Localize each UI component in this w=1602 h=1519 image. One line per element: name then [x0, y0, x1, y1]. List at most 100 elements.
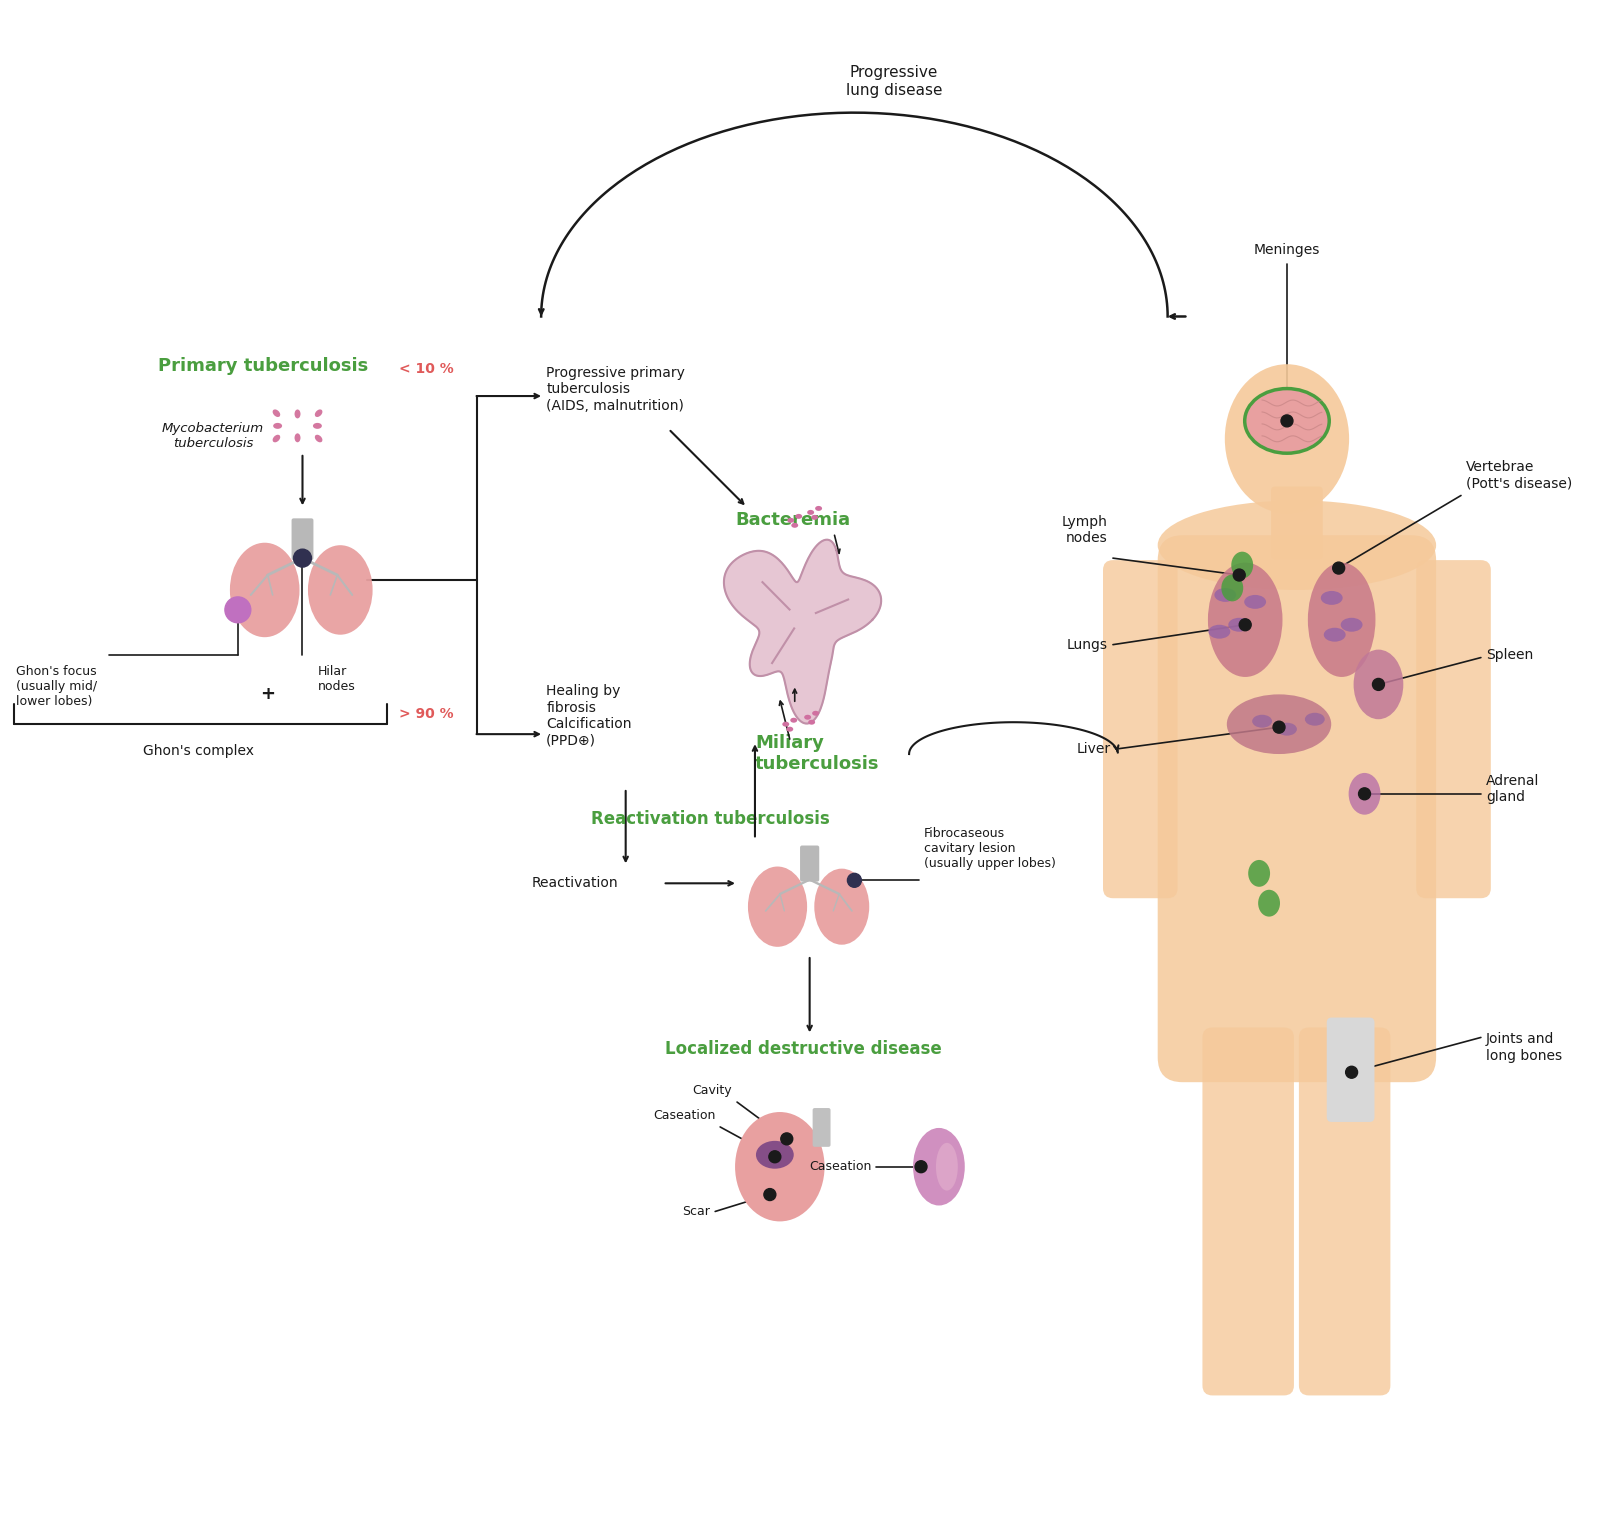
Circle shape: [764, 1188, 775, 1200]
FancyBboxPatch shape: [1326, 1018, 1375, 1123]
Text: Lungs: Lungs: [1067, 638, 1109, 652]
FancyBboxPatch shape: [799, 846, 819, 881]
Text: Primary tuberculosis: Primary tuberculosis: [157, 357, 368, 375]
Circle shape: [847, 873, 862, 887]
Text: Liver: Liver: [1077, 743, 1110, 756]
Ellipse shape: [1354, 650, 1403, 718]
Ellipse shape: [1229, 618, 1250, 632]
Ellipse shape: [1253, 715, 1272, 728]
Circle shape: [1358, 788, 1370, 801]
Text: > 90 %: > 90 %: [399, 708, 453, 722]
Text: Lymph
nodes: Lymph nodes: [1062, 515, 1109, 545]
Text: Hilar
nodes: Hilar nodes: [317, 664, 356, 693]
Circle shape: [1240, 618, 1251, 630]
Text: Bacteremia: Bacteremia: [735, 512, 851, 529]
Circle shape: [1274, 722, 1285, 734]
FancyBboxPatch shape: [1203, 1027, 1294, 1396]
Text: Progressive
lung disease: Progressive lung disease: [846, 65, 942, 97]
Ellipse shape: [1214, 588, 1237, 602]
Polygon shape: [724, 539, 881, 723]
Ellipse shape: [782, 722, 790, 726]
FancyBboxPatch shape: [1270, 486, 1323, 559]
Ellipse shape: [804, 715, 811, 720]
Text: Joints and
long bones: Joints and long bones: [1485, 1033, 1562, 1063]
Ellipse shape: [1258, 890, 1280, 916]
Text: < 10 %: < 10 %: [399, 362, 455, 377]
Circle shape: [293, 550, 311, 567]
Circle shape: [780, 1133, 793, 1145]
Text: Reactivation: Reactivation: [532, 876, 618, 890]
Ellipse shape: [272, 410, 280, 418]
Ellipse shape: [272, 434, 280, 442]
FancyBboxPatch shape: [812, 1107, 830, 1147]
Text: Mycobacterium
tuberculosis: Mycobacterium tuberculosis: [162, 422, 264, 450]
Ellipse shape: [1208, 562, 1283, 677]
Ellipse shape: [1323, 627, 1346, 641]
Ellipse shape: [1341, 618, 1363, 632]
Ellipse shape: [1307, 562, 1376, 677]
Ellipse shape: [756, 1141, 793, 1168]
Ellipse shape: [1227, 694, 1331, 753]
Text: Spleen: Spleen: [1485, 647, 1533, 662]
Ellipse shape: [807, 720, 815, 725]
Ellipse shape: [812, 711, 819, 715]
Ellipse shape: [295, 410, 301, 418]
Ellipse shape: [787, 518, 795, 523]
Text: Caseation: Caseation: [809, 1161, 871, 1173]
Ellipse shape: [936, 1142, 958, 1191]
Ellipse shape: [231, 542, 300, 636]
Ellipse shape: [1226, 365, 1349, 513]
Ellipse shape: [1277, 723, 1298, 735]
Ellipse shape: [1248, 860, 1270, 887]
Text: Ghon's focus
(usually mid/
lower lobes): Ghon's focus (usually mid/ lower lobes): [16, 664, 98, 708]
Ellipse shape: [295, 433, 301, 442]
Text: Cavity: Cavity: [692, 1085, 732, 1097]
Text: Localized destructive disease: Localized destructive disease: [665, 1041, 942, 1059]
Ellipse shape: [1208, 624, 1230, 638]
Ellipse shape: [735, 1112, 825, 1221]
Ellipse shape: [1245, 595, 1266, 609]
Ellipse shape: [316, 434, 322, 442]
Ellipse shape: [1221, 574, 1243, 602]
Ellipse shape: [811, 515, 819, 519]
FancyBboxPatch shape: [1104, 561, 1177, 898]
Circle shape: [1346, 1066, 1357, 1078]
Text: Scar: Scar: [682, 1205, 710, 1218]
Ellipse shape: [1320, 591, 1342, 605]
Circle shape: [769, 1151, 780, 1162]
Text: Progressive primary
tuberculosis
(AIDS, malnutrition): Progressive primary tuberculosis (AIDS, …: [546, 366, 686, 413]
Text: Ghon's complex: Ghon's complex: [143, 744, 253, 758]
Circle shape: [224, 597, 252, 623]
Ellipse shape: [1232, 551, 1253, 579]
Ellipse shape: [1158, 500, 1435, 589]
Ellipse shape: [787, 726, 793, 732]
Text: Adrenal
gland: Adrenal gland: [1485, 773, 1540, 804]
Ellipse shape: [308, 545, 373, 635]
FancyBboxPatch shape: [292, 518, 314, 561]
Circle shape: [1234, 570, 1245, 580]
Ellipse shape: [748, 866, 807, 946]
Ellipse shape: [274, 422, 282, 428]
Text: Healing by
fibrosis
Calcification
(PPD⊕): Healing by fibrosis Calcification (PPD⊕): [546, 685, 631, 747]
Text: Meninges: Meninges: [1254, 243, 1320, 257]
Text: Reactivation tuberculosis: Reactivation tuberculosis: [591, 810, 830, 828]
Text: Fibrocaseous
cavitary lesion
(usually upper lobes): Fibrocaseous cavitary lesion (usually up…: [924, 828, 1056, 870]
Ellipse shape: [312, 422, 322, 428]
Circle shape: [1282, 415, 1293, 427]
Ellipse shape: [790, 718, 798, 723]
FancyBboxPatch shape: [1299, 1027, 1391, 1396]
Circle shape: [915, 1161, 928, 1173]
Circle shape: [1373, 679, 1384, 691]
Text: +: +: [260, 685, 276, 703]
Ellipse shape: [1306, 712, 1325, 726]
FancyBboxPatch shape: [1416, 561, 1491, 898]
Text: Caseation: Caseation: [652, 1109, 714, 1123]
Ellipse shape: [807, 510, 814, 515]
Ellipse shape: [815, 506, 822, 510]
Text: Vertebrae
(Pott's disease): Vertebrae (Pott's disease): [1466, 460, 1572, 491]
Ellipse shape: [316, 410, 322, 418]
Ellipse shape: [814, 869, 870, 945]
Ellipse shape: [913, 1129, 964, 1206]
Ellipse shape: [1245, 389, 1330, 453]
FancyBboxPatch shape: [1158, 535, 1435, 1082]
